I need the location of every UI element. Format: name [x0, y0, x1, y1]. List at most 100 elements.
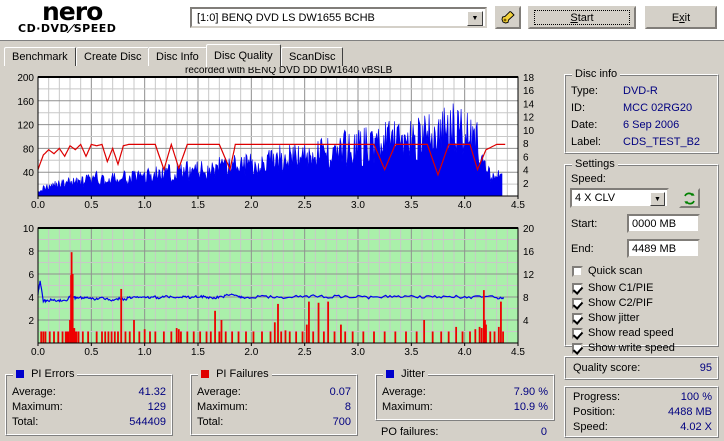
po-failures-label: PO failures:	[381, 426, 439, 438]
tab-disc-info-label: Disc Info	[156, 51, 199, 63]
checkbox-show-jitter[interactable]: Show jitter	[572, 312, 639, 324]
pi-errors-maximum-label: Maximum:	[12, 401, 63, 413]
checkbox-show-c2-pif-label: Show C2/PIF	[588, 297, 653, 309]
exit-button[interactable]: Exit	[645, 6, 717, 29]
svg-text:1.0: 1.0	[138, 347, 152, 358]
svg-text:4.0: 4.0	[458, 347, 472, 358]
app-header: nero CD·DVD/SPEED [1:0] BENQ DVD LS DW16…	[0, 0, 724, 41]
checkbox-show-read-speed-label: Show read speed	[588, 327, 674, 339]
pi-failures-maximum-value: 8	[344, 401, 351, 413]
pi-errors-total-label: Total:	[12, 416, 39, 428]
svg-text:200: 200	[17, 73, 34, 84]
end-mb-value: 4489 MB	[632, 242, 677, 255]
tab-create-disc[interactable]: Create Disc	[76, 47, 150, 66]
checkbox-show-read-speed[interactable]: Show read speed	[572, 327, 674, 339]
checkbox-show-write-speed[interactable]: Show write speed	[572, 342, 675, 354]
svg-text:40: 40	[23, 168, 35, 179]
disc-id-value: MCC 02RG20	[623, 102, 693, 114]
svg-text:6: 6	[28, 270, 34, 281]
pie-chart: recorded with BENQ DVD DD DW1640 vBSLB 0…	[0, 65, 556, 216]
pi-errors-average-label: Average:	[12, 386, 56, 398]
svg-text:3.5: 3.5	[404, 200, 418, 211]
svg-text:0.5: 0.5	[84, 347, 98, 358]
pi-errors-average-value: 41.32	[138, 386, 166, 398]
svg-text:10: 10	[23, 224, 35, 235]
svg-text:160: 160	[17, 97, 34, 108]
disc-info-title: Disc info	[572, 68, 621, 80]
checkbox-show-write-speed-label: Show write speed	[588, 342, 675, 354]
speed-select[interactable]: 4 X CLV ▼	[570, 188, 669, 208]
position-value: 4488 MB	[667, 406, 712, 418]
pi-errors-legend-swatch	[16, 370, 24, 378]
drive-select-combo[interactable]: [1:0] BENQ DVD LS DW1655 BCHB ▼	[190, 7, 487, 28]
end-mb-label: End:	[571, 243, 594, 255]
svg-text:16: 16	[523, 247, 535, 258]
chevron-down-icon[interactable]: ▼	[650, 192, 665, 206]
tab-bar: Benchmark Create Disc Disc Info Disc Qua…	[0, 44, 724, 67]
svg-text:1.5: 1.5	[191, 347, 205, 358]
checkbox-show-c1-pie[interactable]: Show C1/PIE	[572, 282, 653, 294]
refresh-speed-button[interactable]	[679, 188, 700, 208]
svg-text:2: 2	[523, 179, 529, 190]
pi-errors-group: PI Errors Average: 41.32 Maximum: 129 To…	[5, 368, 173, 436]
checkbox-checked-icon	[572, 342, 583, 354]
pi-failures-average-value: 0.07	[329, 386, 351, 398]
drive-select-value: [1:0] BENQ DVD LS DW1655 BCHB	[197, 11, 375, 24]
chevron-down-icon[interactable]: ▼	[467, 11, 483, 26]
svg-text:80: 80	[23, 144, 35, 155]
tab-disc-info[interactable]: Disc Info	[148, 47, 207, 66]
pi-failures-title-wrap: PI Failures	[198, 368, 272, 380]
svg-text:2.0: 2.0	[244, 347, 258, 358]
checkbox-checked-icon	[572, 282, 583, 294]
checkbox-checked-icon	[572, 297, 583, 309]
svg-text:2.5: 2.5	[298, 347, 312, 358]
pif-jitter-chart-canvas: 0.0 0.5 1.0 1.5 2.0 2.5 3.0 3.5 4.0 4.5 2 4 6 8 10 4 8 12…	[23, 224, 535, 358]
speed-status-value: 4.02 X	[680, 421, 712, 433]
tab-scandisc[interactable]: ScanDisc	[281, 47, 344, 66]
svg-text:2.5: 2.5	[298, 200, 312, 211]
logo-tagline: CD·DVD/SPEED	[18, 22, 168, 35]
start-button[interactable]: Start	[528, 6, 636, 29]
jitter-title: Jitter	[401, 368, 425, 380]
start-mb-input[interactable]: 0000 MB	[627, 214, 700, 233]
pi-errors-total-value: 544409	[129, 416, 166, 428]
pi-failures-average-label: Average:	[197, 386, 241, 398]
checkbox-quick-scan[interactable]: Quick scan	[572, 265, 642, 277]
pi-failures-legend-swatch	[201, 370, 209, 378]
pi-errors-title-wrap: PI Errors	[13, 368, 78, 380]
svg-text:1.0: 1.0	[138, 200, 152, 211]
start-button-label: Start	[534, 10, 630, 25]
svg-text:2: 2	[28, 316, 34, 327]
disc-quality-panel: recorded with BENQ DVD DD DW1640 vBSLB 0…	[0, 65, 724, 441]
pi-failures-total-label: Total:	[197, 416, 224, 428]
end-mb-input[interactable]: 4489 MB	[627, 239, 700, 258]
pi-failures-total-value: 700	[332, 416, 351, 428]
tab-benchmark[interactable]: Benchmark	[4, 47, 76, 66]
drive-tool-button[interactable]	[495, 6, 521, 29]
start-mb-label: Start:	[571, 218, 598, 230]
disc-label-value: CDS_TEST_B2	[623, 136, 701, 148]
pi-errors-maximum-value: 129	[147, 401, 166, 413]
jitter-maximum-label: Maximum:	[382, 401, 433, 413]
checkbox-show-c2-pif[interactable]: Show C2/PIF	[572, 297, 653, 309]
disc-type-label: Type:	[571, 85, 598, 97]
speed-select-value: 4 X CLV	[575, 192, 616, 204]
svg-text:4: 4	[523, 316, 529, 327]
svg-text:4: 4	[523, 166, 529, 177]
jitter-legend-swatch	[386, 370, 394, 378]
nero-logo: nero CD·DVD/SPEED	[18, 0, 168, 39]
tab-disc-quality[interactable]: Disc Quality	[206, 44, 281, 67]
position-label: Position:	[573, 406, 616, 418]
drive-tool-icon	[501, 10, 515, 23]
disc-date-value: 6 Sep 2006	[623, 119, 680, 131]
pi-failures-maximum-label: Maximum:	[197, 401, 248, 413]
status-group: Progress: 100 % Position: 4488 MB Speed:…	[564, 386, 719, 438]
svg-text:12: 12	[523, 270, 535, 281]
svg-text:0.0: 0.0	[31, 200, 45, 211]
svg-text:12: 12	[523, 113, 535, 124]
svg-text:0.5: 0.5	[84, 200, 98, 211]
exit-button-label: Exit	[671, 11, 691, 24]
checkbox-show-c1-pie-label: Show C1/PIE	[588, 282, 654, 294]
checkbox-show-jitter-label: Show jitter	[588, 312, 640, 324]
